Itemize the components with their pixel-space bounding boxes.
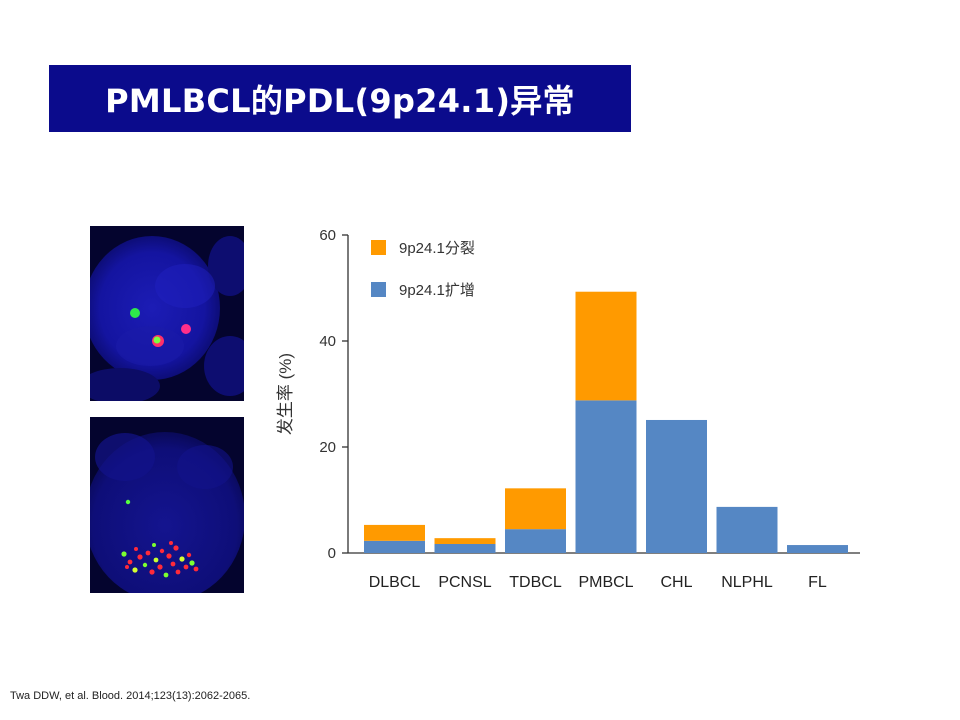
bar-pcnsl-amplification: [434, 543, 496, 553]
y-tick-label: 40: [319, 333, 336, 350]
y-tick-label: 20: [319, 439, 336, 456]
legend-swatch: [371, 240, 386, 255]
fish-image-split: [90, 226, 244, 401]
legend-label: 9p24.1扩增: [399, 282, 475, 299]
bar-tdbcl-amplification: [505, 529, 566, 553]
bar-fl-amplification: [787, 545, 848, 553]
bar-tdbcl-split: [505, 488, 566, 530]
x-tick-label: CHL: [660, 574, 692, 591]
fish-image-amplification: [90, 417, 244, 593]
y-tick-label: 0: [328, 545, 336, 562]
bar-dlbcl-amplification: [364, 540, 425, 553]
stacked-bar-chart: 0 20 40 60 发生率 (%) DLBCL PCNSL TDBCL PMBCL CHL NLP…: [276, 227, 860, 591]
x-tick-label: FL: [808, 574, 827, 591]
x-tick-label: DLBCL: [369, 574, 421, 591]
y-axis-label: 发生率 (%): [276, 353, 295, 435]
bar-chl-amplification: [646, 419, 707, 553]
title-bar: PMLBCL的PDL(9p24.1)异常: [49, 65, 631, 132]
legend-label: 9p24.1分裂: [399, 240, 475, 257]
x-tick-label: TDBCL: [509, 574, 562, 591]
bar-pmbcl-amplification: [575, 400, 637, 553]
y-tick-label: 60: [319, 227, 336, 244]
bar-dlbcl-split: [364, 524, 425, 541]
bar-nlphl-amplification: [716, 506, 778, 553]
bar-pcnsl-split: [434, 538, 496, 544]
legend-swatch: [371, 282, 386, 297]
x-tick-label: PMBCL: [578, 574, 633, 591]
chart: 0 20 40 60 发生率 (%) DLBCL PCNSL TDBCL PMBCL CHL NLP…: [262, 215, 872, 605]
slide-title: PMLBCL的PDL(9p24.1)异常: [105, 81, 575, 120]
bar-pmbcl-split: [575, 291, 637, 401]
citation: Twa DDW, et al. Blood. 2014;123(13):2062…: [10, 690, 251, 702]
x-tick-label: PCNSL: [438, 574, 491, 591]
x-tick-label: NLPHL: [721, 574, 773, 591]
